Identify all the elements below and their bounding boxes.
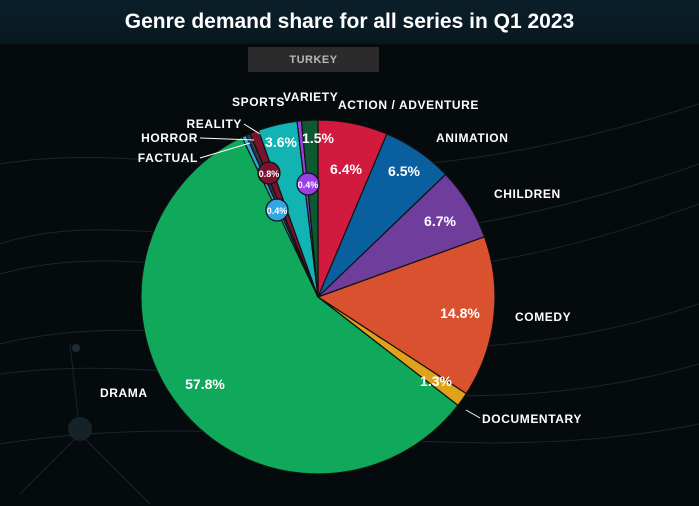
category-label-sports: SPORTS xyxy=(232,95,285,109)
category-label-action-adventure: ACTION / ADVENTURE xyxy=(338,98,479,112)
category-label-horror: HORROR xyxy=(141,131,198,145)
chart-title: Genre demand share for all series in Q1 … xyxy=(124,10,575,33)
value-bubble-reality xyxy=(257,161,281,185)
value-bubble-factual xyxy=(265,198,289,222)
value-label-comedy: 14.8% xyxy=(440,305,480,321)
category-label-children: CHILDREN xyxy=(494,187,561,201)
value-label-reality: 0.8% xyxy=(259,169,280,179)
value-label-variety: 0.4% xyxy=(298,180,319,190)
value-label-unlabeled: 1.5% xyxy=(302,130,334,146)
category-label-variety: VARIETY xyxy=(283,90,338,104)
value-label-children: 6.7% xyxy=(424,213,456,229)
leader-line-documentary xyxy=(465,409,481,419)
value-label-drama: 57.8% xyxy=(185,376,225,392)
pie-slice-comedy xyxy=(316,236,496,395)
value-label-documentary: 1.3% xyxy=(420,373,452,389)
category-label-comedy: COMEDY xyxy=(515,310,571,324)
category-label-reality: REALITY xyxy=(186,117,242,131)
leader-line-horror xyxy=(199,137,255,141)
pie-slice-drama xyxy=(140,136,459,475)
value-label-factual: 0.4% xyxy=(267,206,288,216)
pie-slice-unlabeled xyxy=(300,119,319,298)
subtitle-text: TURKEY xyxy=(289,53,338,66)
subtitle-badge: TURKEY xyxy=(248,47,379,72)
category-label-factual: FACTUAL xyxy=(138,151,198,165)
leader-line-factual xyxy=(199,142,251,159)
category-label-animation: ANIMATION xyxy=(436,131,509,145)
value-label-animation: 6.5% xyxy=(388,163,420,179)
value-label-action-adventure: 6.4% xyxy=(330,161,362,177)
value-label-sports: 3.6% xyxy=(265,134,297,150)
category-label-drama: DRAMA xyxy=(100,386,148,400)
leader-line-reality xyxy=(243,123,261,135)
category-label-documentary: DOCUMENTARY xyxy=(482,412,582,426)
title-bar: Genre demand share for all series in Q1 … xyxy=(0,0,699,44)
value-bubble-variety xyxy=(296,172,320,196)
